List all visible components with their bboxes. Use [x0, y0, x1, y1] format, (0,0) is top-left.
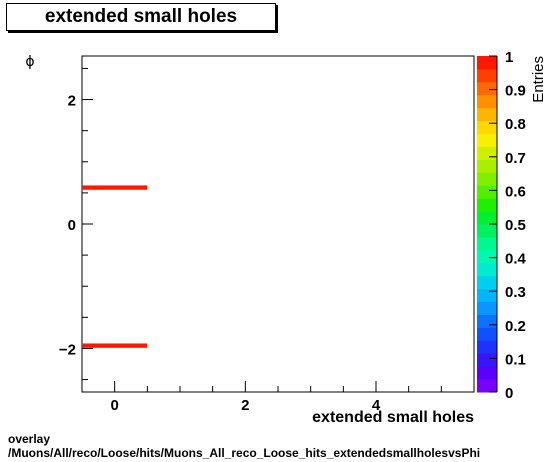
footer-label: overlay: [8, 432, 51, 446]
colorbar-tick-label: 1: [505, 49, 513, 66]
colorbar-swatch: [477, 94, 497, 109]
colorbar-swatch: [477, 249, 497, 264]
colorbar-swatch: [477, 314, 497, 328]
colorbar-swatch: [477, 133, 497, 147]
colorbar-tick-label: 0.3: [505, 284, 526, 301]
chart-title: extended small holes: [6, 3, 276, 31]
colorbar-tick-label: 0.6: [505, 183, 526, 200]
x-axis-label: extended small holes: [312, 409, 474, 426]
colorbar-swatch: [477, 81, 497, 96]
y-tick-label: 2: [68, 93, 76, 110]
colorbar-swatch: [477, 301, 497, 315]
y-tick-label: 0: [68, 217, 76, 234]
colorbar-swatch: [477, 172, 497, 186]
colorbar-swatch: [477, 366, 497, 380]
colorbar-tick-label: 0: [505, 385, 513, 402]
colorbar-tick-label: 0.8: [505, 116, 526, 133]
x-tick-label: 4: [372, 397, 381, 414]
x-tick-label: 2: [241, 397, 249, 414]
colorbar-swatch: [477, 262, 497, 277]
colorbar-swatch: [477, 224, 497, 238]
colorbar-tick-label: 0.1: [505, 351, 526, 368]
y-axis-label: ϕ: [25, 54, 34, 70]
heatmap-cell: [82, 185, 148, 190]
footer-path: /Muons/All/reco/Loose/hits/Muons_All_rec…: [8, 446, 481, 460]
colorbar-swatch: [477, 236, 497, 251]
heatmap-cells: [82, 185, 148, 348]
colorbar-swatch: [477, 288, 497, 303]
heatmap-cell: [82, 343, 148, 348]
y-axis: −2 0 2: [59, 67, 93, 381]
plot-area: [81, 55, 475, 393]
colorbar-tick-label: 0.4: [505, 251, 527, 268]
colorbar-swatch: [477, 107, 497, 122]
colorbar-swatch: [477, 159, 497, 173]
colorbar: 0 0.1 0.2 0.3 0.4 0.5 0.6 0.7 0.8 0.9 1: [477, 49, 527, 402]
colorbar-tick-label: 0.5: [505, 217, 526, 234]
colorbar-tick-label: 0.7: [505, 150, 526, 167]
colorbar-swatch: [477, 198, 497, 212]
colorbar-swatch: [477, 275, 497, 290]
colorbar-label: Entries: [530, 56, 546, 103]
colorbar-swatch: [477, 56, 497, 70]
colorbar-swatch: [477, 120, 497, 135]
colorbar-swatch: [477, 327, 497, 341]
plot-frame: [81, 55, 475, 393]
colorbar-tick-label: 0.2: [505, 318, 526, 335]
x-tick-label: 0: [110, 397, 118, 414]
colorbar-swatch: [477, 353, 497, 367]
colorbar-swatch: [477, 68, 497, 83]
y-tick-label: −2: [59, 341, 76, 358]
colorbar-swatch: [477, 185, 497, 199]
x-axis: 0 2 4: [81, 381, 475, 414]
colorbar-tick-label: 0.9: [505, 83, 526, 100]
colorbar-swatch: [477, 211, 497, 225]
colorbar-swatch: [477, 146, 497, 160]
colorbar-swatch: [477, 340, 497, 354]
colorbar-swatch: [477, 379, 497, 393]
